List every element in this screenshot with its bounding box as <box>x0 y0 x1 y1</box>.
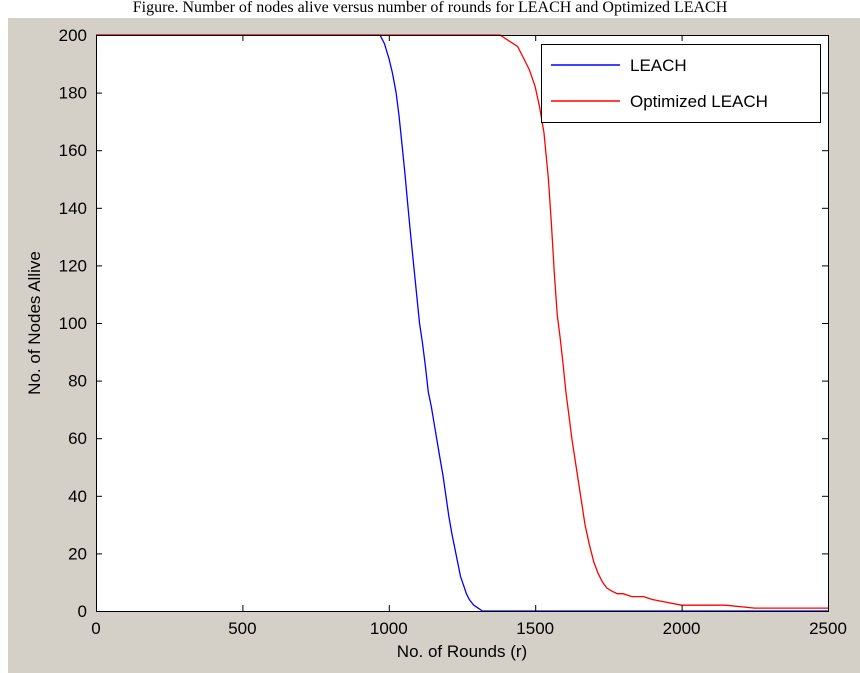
legend-label-1: LEACH <box>630 56 687 75</box>
y-tick-label: 0 <box>78 602 87 621</box>
y-tick-label: 200 <box>59 26 87 45</box>
y-tick-label: 40 <box>68 487 87 506</box>
series-layer <box>96 34 828 612</box>
y-tick-label: 160 <box>59 141 87 160</box>
series-line-1 <box>96 34 828 612</box>
x-axis-label: No. of Rounds (r) <box>397 642 527 661</box>
legend-label-2: Optimized LEACH <box>630 92 768 111</box>
series-line-2 <box>96 34 828 609</box>
x-tick-label: 1500 <box>516 619 554 638</box>
figure-caption: Figure. Number of nodes alive versus num… <box>132 0 728 16</box>
y-tick-label: 140 <box>59 199 87 218</box>
y-tick-label: 180 <box>59 84 87 103</box>
y-tick-label: 100 <box>59 314 87 333</box>
y-tick-label: 20 <box>68 544 87 563</box>
x-tick-label: 2000 <box>663 619 701 638</box>
plot-area <box>96 35 828 611</box>
x-tick-label: 1000 <box>370 619 408 638</box>
x-tick-label: 500 <box>228 619 256 638</box>
x-tick-label: 0 <box>91 619 100 638</box>
legend-box <box>541 44 821 123</box>
y-tick-label: 80 <box>68 372 87 391</box>
y-axis-label: No. of Nodes Allive <box>25 251 44 395</box>
ticks-layer: 0 500 1000 1500 2000 2500 0 20 40 60 80 100 120 140 16… <box>59 26 847 638</box>
y-tick-label: 60 <box>68 429 87 448</box>
x-tick-label: 2500 <box>809 619 847 638</box>
y-tick-label: 120 <box>59 256 87 275</box>
legend: LEACH Optimized LEACH <box>541 44 821 123</box>
